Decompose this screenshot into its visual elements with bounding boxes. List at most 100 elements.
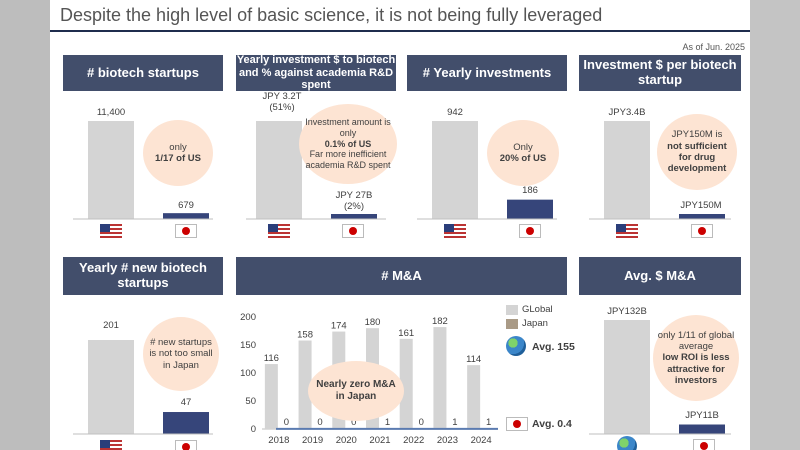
annotation-line: # new startups is not too small in Japan <box>149 336 213 371</box>
y-tick-label: 100 <box>240 368 256 379</box>
as-of-date: As of Jun. 2025 <box>682 42 745 52</box>
annotation-emphasis: not sufficient for drug development <box>667 140 727 175</box>
chart-avg-ma <box>589 320 731 435</box>
bar-us <box>432 121 478 219</box>
bar-japan <box>163 213 209 219</box>
data-label: 0 <box>419 417 424 428</box>
japan-flag-icon <box>342 224 364 238</box>
annotation-emphasis: 20% of US <box>499 153 547 164</box>
globe-icon <box>506 336 526 356</box>
value-label-global: JPY132B <box>607 306 647 317</box>
annotation-line-2: Far more inefficient academia R&D spent <box>305 149 391 171</box>
legend-swatch-japan <box>506 319 518 329</box>
slide: Despite the high level of basic science,… <box>50 0 750 450</box>
bar-japan <box>679 424 725 434</box>
background-right <box>750 0 800 450</box>
legend-swatch-global <box>506 305 518 315</box>
annotation-line: JPY150M is <box>671 129 723 141</box>
data-label: 114 <box>466 354 481 365</box>
bar-global <box>264 364 278 429</box>
annotation-line: Only <box>513 141 533 153</box>
japan-flag-icon <box>693 439 715 450</box>
chart-investment-per-startup <box>589 121 731 220</box>
panel-yearly-investment: JPY 3.2T (51%) JPY 27B (2%) Investment a… <box>236 91 397 245</box>
data-label: 161 <box>398 328 414 339</box>
annotation-line: Nearly zero M&A <box>316 379 396 390</box>
slide-title: Despite the high level of basic science,… <box>60 5 603 25</box>
legend-label-global: GLobal <box>522 304 553 315</box>
bar-us <box>88 340 134 434</box>
data-label: 1 <box>452 417 457 428</box>
bar-global <box>604 320 650 434</box>
data-label: 158 <box>297 330 313 341</box>
annotation-emphasis: 1/17 of US <box>155 153 201 164</box>
bar-global <box>298 340 312 429</box>
bar-us <box>256 121 302 219</box>
us-flag-icon <box>100 440 122 450</box>
us-flag-icon <box>616 224 638 238</box>
globe-icon <box>617 436 637 450</box>
header-yearly-investments: # Yearly investments <box>407 55 567 91</box>
average-japan-label: Avg. 0.4 <box>532 418 572 430</box>
annotation-emphasis: low ROI is less attractive for investors <box>662 352 730 387</box>
legend-label-japan: Japan <box>522 318 548 329</box>
annotation-bubble: Only 20% of US <box>487 120 559 186</box>
value-label-japan: 186 <box>522 185 538 196</box>
header-yearly-investment: Yearly investment $ to biotech and % aga… <box>236 54 396 92</box>
header-biotech-startups: # biotech startups <box>63 55 223 91</box>
annotation-bubble: only 1/11 of global average low ROI is le… <box>653 315 739 401</box>
x-tick-label: 2020 <box>336 435 357 446</box>
bar-us <box>604 121 650 219</box>
data-label: 174 <box>331 321 347 332</box>
annotation-line: only 1/11 of global average <box>657 329 735 352</box>
japan-flag-icon <box>175 440 197 450</box>
y-tick-label: 200 <box>240 312 256 323</box>
y-tick-label: 50 <box>245 396 256 407</box>
chart-yearly-investment <box>246 121 386 220</box>
header-avg-ma: Avg. $ M&A <box>579 257 741 295</box>
value-label-us: 942 <box>447 107 463 118</box>
value-label-japan: JPY11B <box>685 410 719 421</box>
value-label-us: JPY 3.2T (51%) <box>262 91 302 113</box>
chart-yearly-investments <box>417 121 557 220</box>
y-tick-label: 150 <box>240 340 256 351</box>
data-label: 0 <box>351 417 356 428</box>
background-left <box>0 0 50 450</box>
header-investment-per-startup: Investment $ per biotech startup <box>579 55 741 91</box>
bar-global <box>433 327 447 429</box>
panel-new-startups: 201 47 # new startups is not too small i… <box>63 305 223 450</box>
panel-investment-per-startup: JPY3.4B JPY150M JPY150M is not sufficient… <box>579 100 741 245</box>
y-tick-label: 0 <box>251 424 256 435</box>
annotation-bubble: Investment amount is only 0.1% of US Far m… <box>299 104 397 184</box>
data-label: 0 <box>284 417 289 428</box>
value-label-japan: JPY150M <box>680 200 722 211</box>
x-tick-label: 2024 <box>471 435 492 446</box>
x-tick-label: 2019 <box>302 435 323 446</box>
annotation-emphasis: 0.1% of US <box>324 138 372 149</box>
chart-biotech-startups <box>73 121 213 220</box>
data-label: 1 <box>385 417 390 428</box>
value-label-japan: 47 <box>180 397 192 408</box>
us-flag-icon <box>268 224 290 238</box>
header-ma-count: # M&A <box>236 257 567 295</box>
chart-new-startups <box>73 340 213 435</box>
japan-flag-icon <box>175 224 197 238</box>
data-label: 0 <box>317 417 322 428</box>
panel-avg-ma: JPY132B JPY11B only 1/11 of global avera… <box>579 305 741 450</box>
value-label-japan: 679 <box>178 200 194 211</box>
x-tick-label: 2022 <box>403 435 424 446</box>
japan-flag-icon <box>519 224 541 238</box>
data-label: 1 <box>486 417 491 428</box>
bar-global <box>467 365 481 429</box>
annotation-line: Investment amount is only <box>305 117 391 138</box>
japan-flag-icon <box>506 417 528 431</box>
title-rule <box>50 30 750 32</box>
data-label: 116 <box>264 353 279 364</box>
bar-japan <box>507 199 553 219</box>
bar-japan <box>331 214 377 219</box>
annotation-line: only <box>169 141 187 153</box>
bar-japan <box>163 412 209 434</box>
bar-us <box>88 121 134 219</box>
panel-biotech-startups: 11,400 679 only 1/17 of US <box>63 100 223 245</box>
average-global-label: Avg. 155 <box>532 341 575 353</box>
